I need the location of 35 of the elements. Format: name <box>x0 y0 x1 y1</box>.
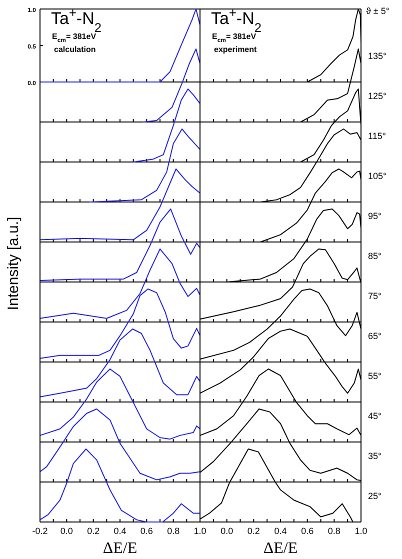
x-tick-label: 1.0 <box>354 526 368 536</box>
chart-title: Ta$^{+}$-N$_{2}$ <box>51 4 102 34</box>
x-tick-label: 0.0 <box>60 526 73 536</box>
y2-axis-title: 55° <box>368 371 382 381</box>
y2-axis-title: 135° <box>368 51 388 61</box>
x-axis-title: ΔE/E <box>263 540 298 557</box>
x-tick-label: 0.8 <box>328 526 340 536</box>
chart-title: Ta$^{+}$-N$_{2}$ <box>211 4 262 34</box>
y2-axis-title: 75° <box>368 291 382 301</box>
text: E$_{cm}$= 381eV <box>52 32 97 44</box>
x-tick-label: 0.2 <box>87 526 100 536</box>
y2-axis-title: 25° <box>368 491 382 501</box>
text: ϑ ± 5° <box>366 6 390 16</box>
y2-axis-title: 95° <box>368 211 382 221</box>
y2-axis-title: 115° <box>368 131 386 141</box>
x-tick-label: 0.6 <box>140 526 153 536</box>
text: E$_{cm}$= 381eV <box>212 32 257 44</box>
x-tick-label: 0.4 <box>274 526 287 536</box>
x-tick-label: -0.2 <box>32 526 48 536</box>
x-tick-label: 0.6 <box>301 526 314 536</box>
y2-axis-title: 85° <box>368 251 382 261</box>
y-axis-title: Intensity [a.u.] <box>5 216 22 310</box>
x-axis-title: ΔE/E <box>102 540 138 557</box>
y2-axis-title: 65° <box>368 331 382 341</box>
x-tick-label: 0.2 <box>247 526 260 536</box>
y2-axis-title: 35° <box>368 451 382 461</box>
x-tick-label: 0.4 <box>114 526 126 536</box>
x-tick-label: 0.0 <box>220 526 234 536</box>
x-tick-label: 1.0 <box>194 526 206 536</box>
annotation: calculation <box>54 45 96 54</box>
x-tick-label: 0.8 <box>167 526 180 536</box>
y2-axis-title: 105° <box>368 171 388 181</box>
y2-axis-title: 125° <box>368 91 388 101</box>
y2-axis-title: 45° <box>368 411 382 421</box>
annotation: experiment <box>214 45 258 54</box>
